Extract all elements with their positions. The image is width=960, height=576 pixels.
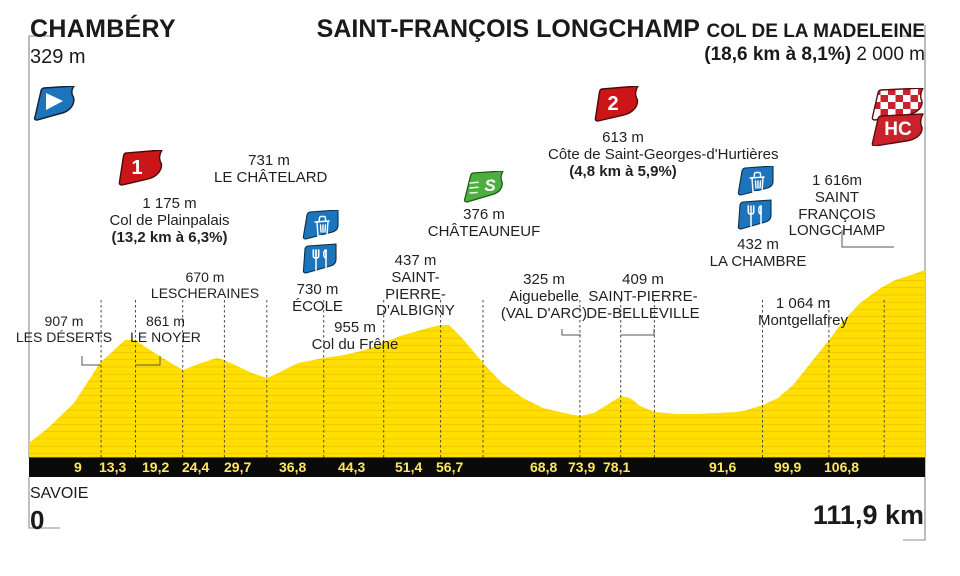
svg-text:2: 2 bbox=[607, 93, 618, 115]
svg-text:S: S bbox=[484, 176, 496, 195]
svg-text:1: 1 bbox=[131, 157, 142, 179]
